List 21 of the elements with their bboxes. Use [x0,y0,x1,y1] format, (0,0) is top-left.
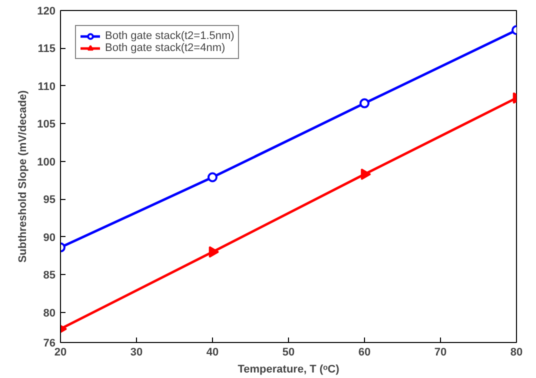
legend-label: Both gate stack(t2=4nm) [105,42,226,54]
y-tick-label: 76 [43,338,56,350]
x-tick-label: 60 [358,346,371,358]
y-tick-label: 95 [43,194,56,206]
y-tick-label: 105 [37,118,56,131]
y-tick-label: 110 [38,80,56,93]
legend-label: Both gate stack(t2=1.5nm) [105,30,234,42]
x-tick-label: 20 [54,346,67,358]
x-axis-title: Temperature, T (ᵒC) [238,364,340,376]
y-tick-label: 100 [37,156,56,168]
y-tick-label: 90 [43,232,56,244]
y-tick-label: 115 [38,43,56,56]
y-tick-label: 120 [37,6,56,18]
x-tick-label: 70 [434,346,447,358]
y-tick-label: 85 [43,270,56,282]
y-tick-label: 80 [43,307,56,320]
y-axis-title: Subthreshold Slope (mV/decade) [17,90,30,263]
x-tick-label: 30 [130,346,143,358]
x-tick-label: 80 [510,346,523,358]
x-tick-label: 40 [206,346,219,358]
x-tick-label: 50 [282,346,295,358]
